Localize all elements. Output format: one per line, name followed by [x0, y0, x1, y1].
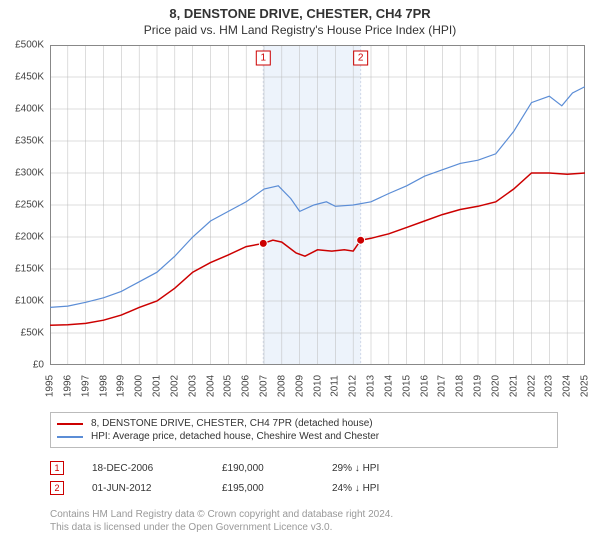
footer-text: Contains HM Land Registry data © Crown c…: [50, 508, 580, 534]
event-price: £195,000: [222, 483, 332, 494]
chart-container: 8, DENSTONE DRIVE, CHESTER, CH4 7PR Pric…: [0, 0, 600, 560]
legend-entry: HPI: Average price, detached house, Ches…: [57, 430, 551, 443]
svg-text:2: 2: [358, 53, 364, 64]
event-date: 18-DEC-2006: [92, 463, 222, 474]
footer-line: This data is licensed under the Open Gov…: [50, 521, 580, 534]
legend-box: 8, DENSTONE DRIVE, CHESTER, CH4 7PR (det…: [50, 412, 558, 448]
legend-label: HPI: Average price, detached house, Ches…: [91, 431, 379, 442]
event-diff: 29% ↓ HPI: [332, 463, 452, 474]
events-table: 1 18-DEC-2006 £190,000 29% ↓ HPI 2 01-JU…: [50, 458, 580, 498]
x-axis-labels: 1995199619971998199920002001200220032004…: [50, 368, 585, 408]
svg-text:1: 1: [261, 53, 267, 64]
legend-swatch: [57, 436, 83, 438]
event-row: 1 18-DEC-2006 £190,000 29% ↓ HPI: [50, 458, 580, 478]
chart-plot-area: 12: [50, 45, 585, 365]
event-diff: 24% ↓ HPI: [332, 483, 452, 494]
event-marker-box: 1: [50, 461, 64, 475]
event-date: 01-JUN-2012: [92, 483, 222, 494]
event-row: 2 01-JUN-2012 £195,000 24% ↓ HPI: [50, 478, 580, 498]
event-price: £190,000: [222, 463, 332, 474]
event-marker-box: 2: [50, 481, 64, 495]
plot-svg: 12: [50, 45, 585, 365]
chart-title: 8, DENSTONE DRIVE, CHESTER, CH4 7PR: [0, 0, 600, 21]
y-axis-labels: £0£50K£100K£150K£200K£250K£300K£350K£400…: [0, 45, 48, 365]
legend-entry: 8, DENSTONE DRIVE, CHESTER, CH4 7PR (det…: [57, 417, 551, 430]
footer-line: Contains HM Land Registry data © Crown c…: [50, 508, 580, 521]
legend-label: 8, DENSTONE DRIVE, CHESTER, CH4 7PR (det…: [91, 418, 373, 429]
legend-swatch: [57, 423, 83, 425]
chart-subtitle: Price paid vs. HM Land Registry's House …: [0, 21, 600, 37]
